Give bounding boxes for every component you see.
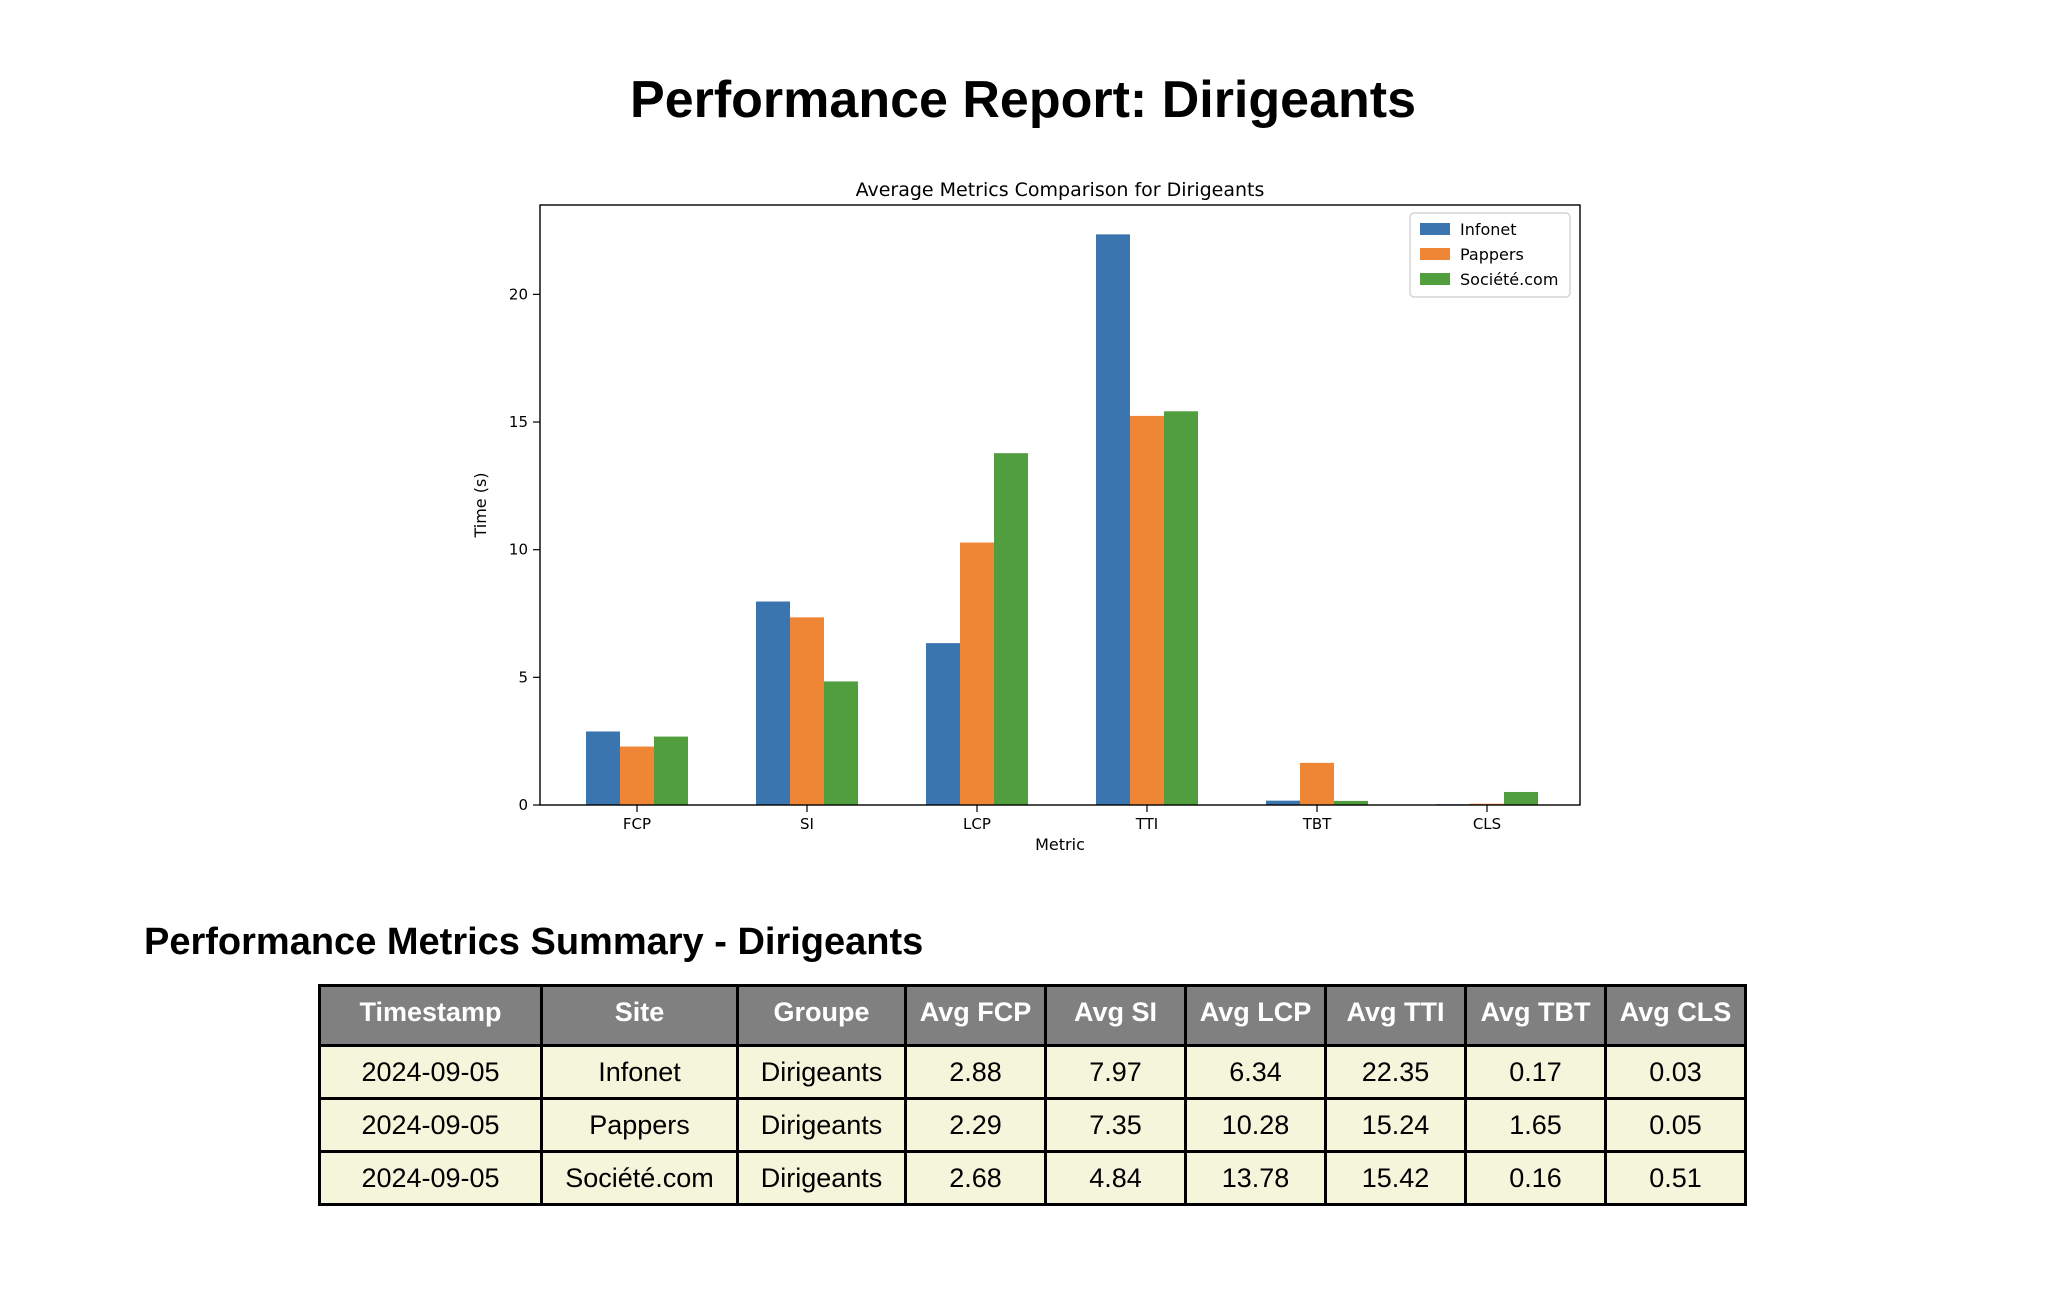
table-cell: 2024-09-05 bbox=[318, 1097, 543, 1153]
bar-tti-1 bbox=[1096, 234, 1130, 805]
legend-label: Infonet bbox=[1460, 220, 1517, 239]
table-cell: Société.com bbox=[540, 1150, 739, 1206]
legend-swatch bbox=[1420, 248, 1450, 260]
table-cell: Dirigeants bbox=[736, 1044, 907, 1100]
y-axis: 0 5 10 15 20 bbox=[509, 285, 540, 814]
x-tick-label: TBT bbox=[1302, 815, 1332, 833]
table-row: 2024-09-05 Infonet Dirigeants 2.88 7.97 … bbox=[318, 1044, 1747, 1100]
bar-lcp-2 bbox=[960, 542, 994, 805]
chart-bars bbox=[586, 234, 1538, 805]
bar-lcp-3 bbox=[994, 453, 1028, 805]
bar-tbt-2 bbox=[1300, 762, 1334, 805]
y-tick-label: 5 bbox=[518, 668, 528, 686]
legend-swatch bbox=[1420, 223, 1450, 235]
y-tick-label: 15 bbox=[509, 413, 528, 431]
x-tick-label: FCP bbox=[623, 815, 651, 833]
bar-si-2 bbox=[790, 617, 824, 805]
x-tick-label: CLS bbox=[1473, 815, 1501, 833]
table-cell: 2.29 bbox=[904, 1097, 1047, 1153]
bar-tti-3 bbox=[1164, 411, 1198, 805]
table-cell: 2024-09-05 bbox=[318, 1044, 543, 1100]
table-row: 2024-09-05 Société.com Dirigeants 2.68 4… bbox=[318, 1150, 1747, 1206]
y-axis-label: Time (s) bbox=[471, 472, 490, 538]
legend-label: Pappers bbox=[1460, 245, 1524, 264]
bar-tbt-3 bbox=[1334, 800, 1368, 805]
x-tick-label: LCP bbox=[963, 815, 991, 833]
table-cell: 15.42 bbox=[1324, 1150, 1467, 1206]
header-avg-si: Avg SI bbox=[1044, 984, 1187, 1047]
table-cell: 1.65 bbox=[1464, 1097, 1607, 1153]
table-cell: 2.68 bbox=[904, 1150, 1047, 1206]
bar-tbt-1 bbox=[1266, 800, 1300, 805]
header-avg-tti: Avg TTI bbox=[1324, 984, 1467, 1047]
table-cell: 10.28 bbox=[1184, 1097, 1327, 1153]
table-cell: 0.51 bbox=[1604, 1150, 1747, 1206]
legend-label: Société.com bbox=[1460, 270, 1558, 289]
header-site: Site bbox=[540, 984, 739, 1047]
metrics-bar-chart: Average Metrics Comparison for Dirigeant… bbox=[440, 160, 1640, 880]
x-tick-label: TTI bbox=[1135, 815, 1159, 833]
table-cell: Pappers bbox=[540, 1097, 739, 1153]
bar-tti-2 bbox=[1130, 415, 1164, 805]
x-axis: FCP SI LCP TTI TBT CLS bbox=[623, 805, 1501, 833]
header-avg-fcp: Avg FCP bbox=[904, 984, 1047, 1047]
header-groupe: Groupe bbox=[736, 984, 907, 1047]
table-cell: 22.35 bbox=[1324, 1044, 1467, 1100]
bar-fcp-2 bbox=[620, 746, 654, 805]
summary-table: Timestamp Site Groupe Avg FCP Avg SI Avg… bbox=[318, 984, 1747, 1206]
x-axis-label: Metric bbox=[1035, 835, 1085, 854]
x-tick-label: SI bbox=[800, 815, 814, 833]
table-cell: 13.78 bbox=[1184, 1150, 1327, 1206]
table-cell: 0.03 bbox=[1604, 1044, 1747, 1100]
table-cell: 7.97 bbox=[1044, 1044, 1187, 1100]
table-cell: 0.17 bbox=[1464, 1044, 1607, 1100]
chart-legend: Infonet Pappers Société.com bbox=[1409, 212, 1571, 298]
y-tick-label: 0 bbox=[518, 796, 528, 814]
chart-svg: Average Metrics Comparison for Dirigeant… bbox=[471, 179, 1581, 854]
bar-fcp-1 bbox=[586, 731, 620, 805]
table-cell: Infonet bbox=[540, 1044, 739, 1100]
table-cell: Dirigeants bbox=[736, 1097, 907, 1153]
table-cell: 7.35 bbox=[1044, 1097, 1187, 1153]
table-header-row: Timestamp Site Groupe Avg FCP Avg SI Avg… bbox=[318, 984, 1747, 1047]
summary-section-title: Performance Metrics Summary - Dirigeants bbox=[144, 921, 924, 963]
header-avg-cls: Avg CLS bbox=[1604, 984, 1747, 1047]
page-title: Performance Report: Dirigeants bbox=[630, 71, 1416, 129]
bar-lcp-1 bbox=[926, 643, 960, 805]
table-cell: 4.84 bbox=[1044, 1150, 1187, 1206]
chart-title: Average Metrics Comparison for Dirigeant… bbox=[856, 179, 1265, 201]
table-cell: 2024-09-05 bbox=[318, 1150, 543, 1206]
header-avg-lcp: Avg LCP bbox=[1184, 984, 1327, 1047]
table-cell: 15.24 bbox=[1324, 1097, 1467, 1153]
header-avg-tbt: Avg TBT bbox=[1464, 984, 1607, 1047]
table-row: 2024-09-05 Pappers Dirigeants 2.29 7.35 … bbox=[318, 1097, 1747, 1153]
plot-frame bbox=[539, 204, 1581, 806]
bar-cls-3 bbox=[1504, 791, 1538, 805]
table-cell: 0.05 bbox=[1604, 1097, 1747, 1153]
legend-swatch bbox=[1420, 273, 1450, 285]
y-tick-label: 20 bbox=[509, 285, 528, 303]
bar-si-1 bbox=[756, 601, 790, 805]
table-cell: 2.88 bbox=[904, 1044, 1047, 1100]
header-timestamp: Timestamp bbox=[318, 984, 543, 1047]
table-cell: 6.34 bbox=[1184, 1044, 1327, 1100]
table-cell: Dirigeants bbox=[736, 1150, 907, 1206]
bar-si-3 bbox=[824, 681, 858, 805]
y-tick-label: 10 bbox=[509, 541, 528, 559]
bar-fcp-3 bbox=[654, 736, 688, 805]
table-cell: 0.16 bbox=[1464, 1150, 1607, 1206]
